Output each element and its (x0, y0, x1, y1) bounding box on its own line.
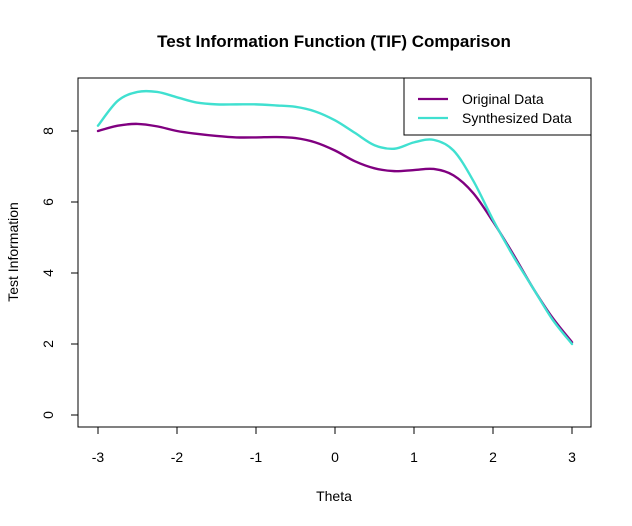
x-tick-label: -3 (92, 449, 105, 465)
y-axis-label: Test Information (5, 202, 21, 302)
legend-label-original: Original Data (462, 91, 544, 107)
x-tick-label: 0 (331, 449, 339, 465)
y-tick-label: 4 (40, 269, 56, 277)
y-axis: 0 2 4 6 8 (40, 127, 79, 419)
x-tick-label: 1 (410, 449, 418, 465)
legend: Original Data Synthesized Data (403, 77, 592, 136)
x-axis-label: Theta (316, 488, 352, 504)
legend-box (403, 77, 592, 136)
x-tick-label: 3 (568, 449, 576, 465)
y-tick-label: 2 (40, 340, 56, 348)
x-tick-label: -2 (171, 449, 184, 465)
series-layer (96, 89, 574, 346)
x-tick-label: 2 (489, 449, 497, 465)
y-tick-label: 6 (40, 198, 56, 206)
series-line-synthesized-data (96, 89, 574, 346)
x-tick-label: -1 (250, 449, 263, 465)
y-tick-label: 8 (40, 127, 56, 135)
y-tick-label: 0 (40, 411, 56, 419)
x-axis: -3 -2 -1 0 1 2 3 (92, 426, 576, 465)
legend-label-synthesized: Synthesized Data (462, 110, 572, 126)
chart-title: Test Information Function (TIF) Comparis… (157, 32, 511, 51)
